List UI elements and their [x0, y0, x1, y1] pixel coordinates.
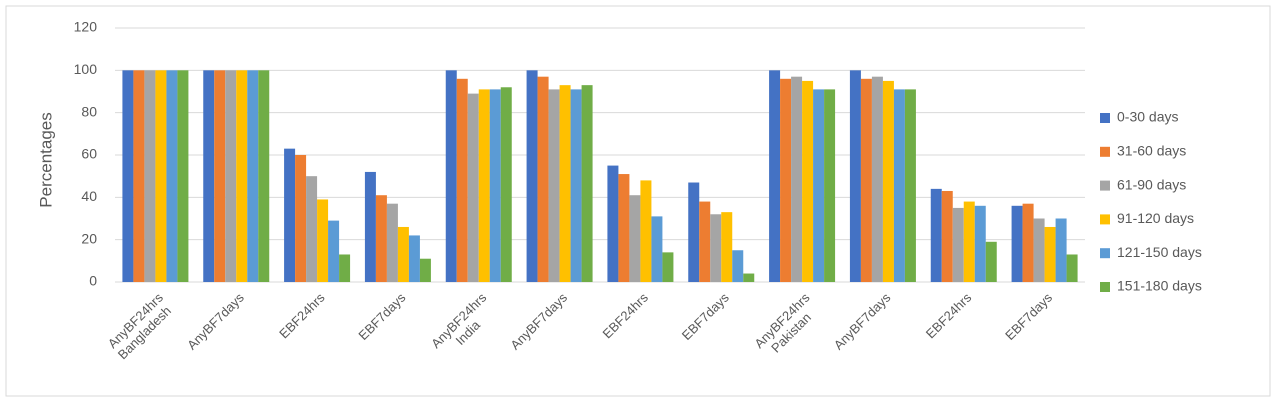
bar: [166, 70, 178, 282]
bar: [882, 80, 894, 283]
bar: [419, 258, 431, 282]
bar: [155, 70, 167, 282]
bar: [537, 76, 549, 282]
bar: [133, 70, 145, 282]
bar: [1066, 254, 1078, 282]
bar: [662, 252, 674, 282]
bar: [813, 89, 825, 282]
bar: [284, 148, 296, 282]
bar: [780, 78, 792, 282]
bar: [1044, 226, 1056, 282]
bar: [699, 201, 711, 282]
bar: [559, 85, 571, 283]
bar: [688, 182, 700, 282]
y-tick-label: 20: [81, 230, 97, 246]
bar: [849, 70, 861, 282]
bar: [618, 174, 630, 282]
bar: [1022, 203, 1034, 282]
bar: [456, 78, 468, 282]
legend-swatch: [1100, 113, 1110, 123]
y-tick-label: 120: [74, 19, 98, 35]
bar: [904, 89, 916, 282]
bar: [974, 205, 986, 282]
legend-label: 151-180 days: [1117, 278, 1202, 294]
bar: [824, 89, 836, 282]
bar: [247, 70, 259, 282]
bar: [548, 89, 560, 282]
y-axis-title: Percentages: [36, 112, 55, 207]
bar: [364, 171, 376, 282]
bar: [651, 216, 663, 282]
bar: [952, 207, 964, 282]
bar: [732, 250, 744, 282]
legend-label: 31-60 days: [1117, 143, 1186, 159]
bar: [500, 87, 512, 283]
bar: [640, 180, 652, 282]
bar: [295, 155, 307, 282]
bar: [721, 212, 733, 282]
bar: [397, 226, 409, 282]
bar: [339, 254, 351, 282]
bar: [214, 70, 226, 282]
bar: [478, 89, 490, 282]
bar: [710, 214, 722, 282]
bar: [177, 70, 189, 282]
bar: [467, 93, 479, 282]
bar: [791, 76, 803, 282]
bar: [985, 241, 997, 282]
y-tick-label: 60: [81, 146, 97, 162]
y-tick-label: 40: [81, 188, 97, 204]
bar: [445, 70, 457, 282]
bar: [317, 199, 329, 282]
legend-label: 61-90 days: [1117, 176, 1186, 192]
bar: [629, 195, 641, 282]
bar: [581, 85, 593, 283]
bar: [743, 273, 755, 282]
bar: [258, 70, 270, 282]
legend-swatch: [1100, 214, 1110, 225]
bar: [144, 70, 156, 282]
y-tick-label: 80: [81, 103, 97, 119]
bar: [860, 78, 872, 282]
bar: [941, 190, 953, 282]
legend-label: 121-150 days: [1117, 244, 1202, 260]
bar: [930, 188, 942, 282]
bar: [408, 235, 420, 282]
bar: [386, 203, 398, 282]
legend-swatch: [1100, 146, 1110, 157]
bar: [328, 220, 340, 282]
legend-swatch: [1100, 248, 1110, 259]
bar: [306, 176, 318, 282]
bar: [236, 70, 248, 282]
bar: [1011, 205, 1023, 282]
bar: [607, 165, 619, 282]
bar: [526, 70, 538, 282]
legend-label: 0-30 days: [1117, 109, 1178, 125]
legend-swatch: [1100, 180, 1110, 191]
bar: [122, 70, 134, 282]
bar: [1055, 218, 1067, 282]
bar: [769, 70, 781, 282]
bar: [203, 70, 215, 282]
bar: [225, 70, 237, 282]
legend-label: 91-120 days: [1117, 210, 1194, 226]
legend-swatch: [1100, 282, 1110, 292]
bar: [802, 80, 814, 283]
bar: [570, 89, 582, 282]
bar: [489, 89, 501, 282]
bar: [1033, 218, 1045, 282]
y-tick-label: 0: [89, 273, 97, 289]
bar: [375, 195, 387, 282]
bar: [963, 201, 975, 282]
y-tick-label: 100: [74, 61, 98, 77]
bar: [871, 76, 883, 282]
bar: [893, 89, 905, 282]
